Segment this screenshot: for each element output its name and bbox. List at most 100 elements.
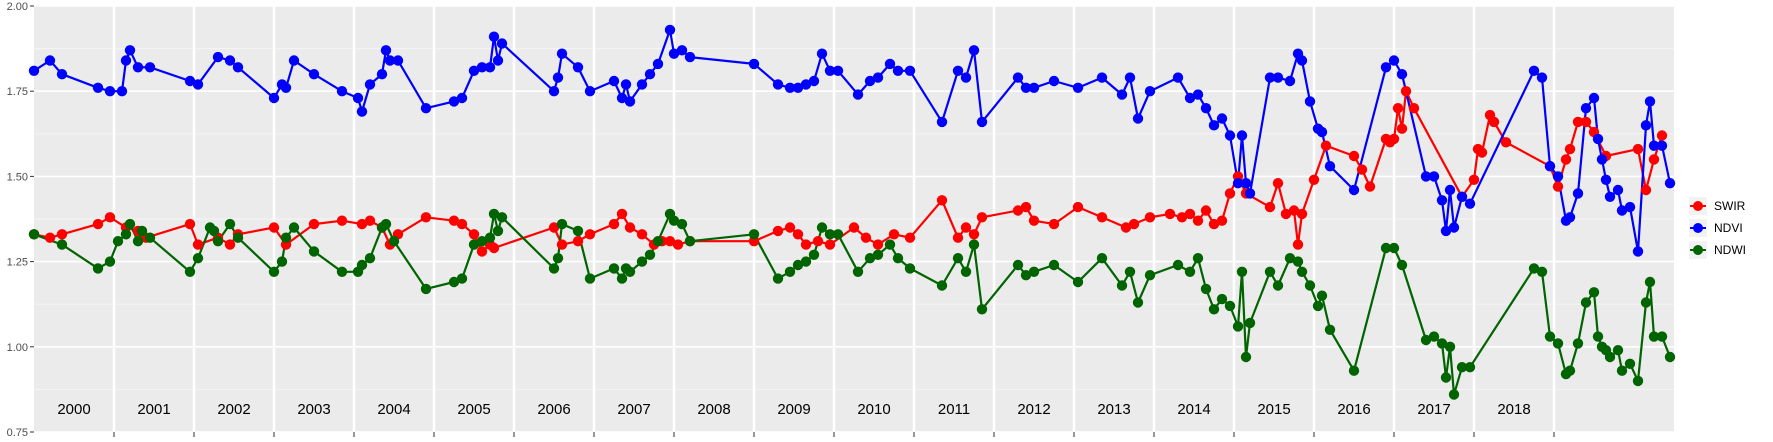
data-point-ndvi	[384, 55, 396, 66]
data-point-ndvi	[1296, 55, 1308, 66]
data-point-ndvi	[1544, 161, 1556, 172]
data-point-ndwi	[1396, 259, 1408, 271]
data-point-ndvi	[784, 82, 796, 94]
data-point-ndwi	[800, 256, 812, 267]
data-point-ndvi	[496, 38, 508, 49]
data-point-ndvi	[492, 55, 504, 66]
data-point-ndvi	[1012, 72, 1024, 83]
data-point-ndwi	[208, 225, 220, 237]
data-point-ndvi	[1396, 69, 1408, 80]
data-point-ndwi	[1020, 270, 1032, 281]
data-point-swir	[872, 239, 884, 250]
data-point-ndwi	[1048, 259, 1060, 271]
x-axis	[113, 432, 1555, 437]
data-point-ndvi	[448, 96, 460, 107]
data-point-ndvi	[1528, 65, 1540, 77]
year-label: 2000	[57, 401, 90, 418]
data-point-ndvi	[904, 65, 916, 77]
data-point-ndvi	[1640, 120, 1652, 131]
data-point-ndwi	[1200, 283, 1212, 295]
year-label: 2010	[857, 401, 890, 418]
data-point-ndwi	[212, 236, 224, 247]
data-point-ndvi	[280, 82, 292, 94]
data-point-ndvi	[484, 62, 496, 73]
data-point-ndvi	[584, 86, 596, 97]
data-point-swir	[952, 232, 964, 243]
data-point-ndvi	[1192, 89, 1204, 100]
data-point-swir	[1028, 215, 1040, 226]
data-point-ndvi	[620, 79, 632, 90]
data-point-ndwi	[1436, 338, 1448, 349]
data-point-ndvi	[624, 96, 636, 107]
data-point-ndvi	[1588, 92, 1600, 104]
data-point-swir	[1208, 218, 1220, 230]
data-point-swir	[960, 222, 972, 233]
data-point-swir	[1648, 154, 1660, 165]
data-point-ndwi	[124, 218, 136, 230]
data-point-swir	[968, 229, 980, 240]
data-point-ndwi	[104, 256, 116, 267]
data-point-ndvi	[380, 45, 392, 56]
data-point-ndwi	[1572, 338, 1584, 349]
data-point-ndwi	[276, 256, 288, 267]
data-point-ndwi	[572, 225, 584, 237]
data-point-swir	[572, 236, 584, 247]
data-point-swir	[1072, 201, 1084, 213]
data-point-ndvi	[192, 79, 204, 90]
data-point-swir	[1216, 215, 1228, 226]
data-point-ndvi	[936, 116, 948, 128]
data-point-ndvi	[1420, 171, 1432, 182]
data-point-swir	[488, 242, 500, 254]
data-point-ndwi	[1644, 276, 1656, 288]
data-point-ndvi	[1464, 198, 1476, 209]
data-point-ndvi	[1272, 72, 1284, 83]
data-point-ndwi	[852, 266, 864, 277]
data-point-swir	[784, 222, 796, 233]
data-point-ndvi	[184, 75, 196, 87]
data-point-ndvi	[1072, 82, 1084, 94]
data-point-ndwi	[864, 253, 876, 264]
data-point-swir	[364, 215, 376, 226]
data-point-ndvi	[56, 69, 68, 80]
data-point-ndvi	[1348, 184, 1360, 196]
data-point-swir	[1356, 164, 1368, 175]
data-point-ndvi	[288, 55, 300, 66]
y-tick-label: 1.75	[7, 86, 28, 98]
data-point-ndwi	[144, 232, 156, 243]
data-point-swir	[1012, 205, 1024, 216]
data-point-ndwi	[936, 280, 948, 291]
data-point-ndvi	[556, 48, 568, 59]
data-point-ndwi	[476, 236, 488, 247]
year-label: 2009	[777, 401, 810, 418]
data-point-ndvi	[124, 45, 136, 56]
data-point-ndwi	[1528, 263, 1540, 274]
data-point-ndvi	[1616, 205, 1628, 216]
data-point-swir	[1320, 140, 1332, 151]
data-point-ndwi	[832, 229, 844, 240]
data-point-ndvi	[1632, 246, 1644, 257]
data-point-ndvi	[144, 62, 156, 73]
data-point-ndwi	[784, 266, 796, 277]
data-point-swir	[92, 218, 104, 230]
data-point-swir	[664, 236, 676, 247]
data-point-swir	[336, 215, 348, 226]
data-point-ndwi	[232, 232, 244, 243]
data-point-ndvi	[676, 45, 688, 56]
data-point-ndvi	[792, 82, 804, 94]
year-label: 2013	[1097, 401, 1130, 418]
data-point-ndwi	[1604, 351, 1616, 363]
data-point-ndvi	[1428, 171, 1440, 182]
data-point-swir	[1120, 222, 1132, 233]
data-point-ndwi	[808, 249, 820, 260]
data-point-ndwi	[1192, 253, 1204, 264]
legend-label-swir: SWIR	[1714, 199, 1746, 213]
data-point-swir	[1264, 201, 1276, 213]
data-point-ndvi	[816, 48, 828, 59]
data-point-ndwi	[224, 218, 236, 230]
data-point-ndwi	[1544, 331, 1556, 342]
data-point-swir	[468, 229, 480, 240]
data-point-swir	[1224, 188, 1236, 199]
data-point-swir	[1176, 212, 1188, 223]
data-point-swir	[624, 222, 636, 233]
